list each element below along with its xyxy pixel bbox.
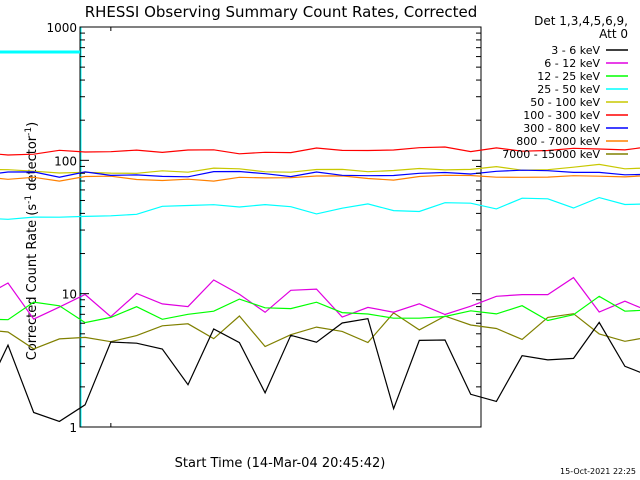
legend-label: 3 - 6 keV: [551, 44, 600, 57]
legend-label: 12 - 25 keV: [537, 70, 600, 83]
y-tick-label: 100: [54, 154, 77, 168]
y-tick-label: 1000: [46, 21, 77, 35]
y-tick-label: 10: [62, 288, 77, 302]
legend-label: 800 - 7000 keV: [516, 135, 600, 148]
y-axis-label-end: ): [25, 122, 40, 127]
legend-header-att: Att 0: [599, 27, 628, 41]
series-line-6: [0, 169, 640, 178]
legend-label: 100 - 300 keV: [523, 109, 600, 122]
legend-header: Det 1,3,4,5,6,9,: [534, 14, 628, 28]
svg-text:Corrected Count Rate (s-1 dete: Corrected Count Rate (s-1 detector-1): [24, 122, 40, 360]
y-axis-label-sup2: -1: [24, 127, 34, 136]
legend-label: 50 - 100 keV: [530, 96, 600, 109]
legend-label: 25 - 50 keV: [537, 83, 600, 96]
series-line-3: [0, 196, 640, 220]
y-ticks: 1 10 100 1000: [46, 21, 481, 435]
footer-timestamp: 15-Oct-2021 22:25: [560, 467, 636, 476]
x-axis-label: Start Time (14-Mar-04 20:45:42): [175, 456, 386, 471]
series-line-8: [0, 312, 640, 350]
spacecraft-flags: NS: [0, 27, 82, 427]
plot-frame: [79, 26, 482, 428]
data-series: [0, 146, 640, 423]
legend-label: 6 - 12 keV: [544, 57, 600, 70]
series-line-2: [0, 295, 640, 324]
legend-label: 7000 - 15000 keV: [502, 148, 600, 161]
x-ticks: 21:0021:1521:3021:4522:0022:15: [110, 27, 112, 427]
y-tick-label: 1: [69, 421, 77, 435]
legend-label: 300 - 800 keV: [523, 122, 600, 135]
y-axis-label: Corrected Count Rate (s-1 detector-1): [24, 122, 40, 360]
y-axis-label-text: Corrected Count Rate (s: [25, 204, 40, 361]
y-axis-label-mid: detector: [25, 135, 40, 195]
chart-title: RHESSI Observing Summary Count Rates, Co…: [85, 3, 478, 21]
series-line-1: [0, 276, 640, 320]
series-line-0: [0, 318, 640, 423]
y-axis-label-sup1: -1: [24, 195, 34, 204]
